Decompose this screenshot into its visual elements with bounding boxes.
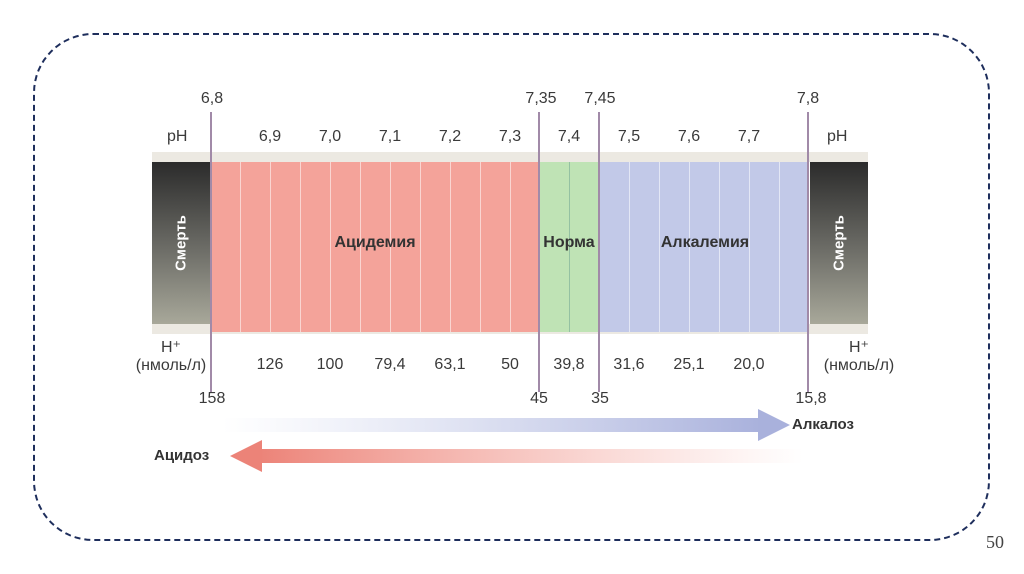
- grid-line: [749, 162, 750, 332]
- acidemia-zone: [211, 162, 539, 332]
- ph-boundary: 7,8: [796, 90, 820, 107]
- band-top-cap: [152, 152, 868, 162]
- grid-line: [719, 162, 720, 332]
- h-tick: 31,6: [613, 356, 645, 373]
- h-boundary: 35: [591, 390, 609, 407]
- alkalosis-label: Алкалоз: [792, 416, 854, 433]
- ph-tick: 7,7: [737, 128, 761, 145]
- grid-line: [390, 162, 391, 332]
- h-tick: 50: [501, 356, 519, 373]
- marker-line-7-45: [598, 112, 600, 392]
- grid-line: [779, 162, 780, 332]
- grid-line: [569, 162, 570, 332]
- death-zone-left: Смерть: [152, 162, 210, 324]
- death-label-left: Смерть: [172, 215, 190, 271]
- h-tick: 100: [316, 356, 344, 373]
- h-tick: 63,1: [434, 356, 466, 373]
- ph-tick: 7,2: [438, 128, 462, 145]
- ph-boundary: 7,45: [584, 90, 616, 107]
- ph-tick: 7,3: [498, 128, 522, 145]
- norm-label: Норма: [543, 234, 595, 251]
- ph-tick: 6,9: [258, 128, 282, 145]
- grid-line: [420, 162, 421, 332]
- h-symbol-left: H⁺: [161, 339, 181, 356]
- slide-frame: [33, 33, 990, 541]
- alkalemia-zone: [599, 162, 808, 332]
- ph-tick: 7,0: [318, 128, 342, 145]
- death-zone-right: Смерть: [810, 162, 868, 324]
- page-number: 50: [986, 532, 1004, 552]
- ph-tick: 7,6: [677, 128, 701, 145]
- h-tick: 126: [256, 356, 284, 373]
- grid-line: [659, 162, 660, 332]
- h-boundary: 45: [530, 390, 548, 407]
- ph-boundary: 7,35: [525, 90, 557, 107]
- h-tick: 39,8: [553, 356, 585, 373]
- grid-line: [510, 162, 511, 332]
- h-boundary: 15,8: [795, 390, 827, 407]
- grid-line: [360, 162, 361, 332]
- h-tick: 20,0: [733, 356, 765, 373]
- grid-line: [270, 162, 271, 332]
- h-axis-label-right: H⁺ (нмоль/л): [819, 337, 899, 375]
- grid-line: [480, 162, 481, 332]
- acidemia-label: Ацидемия: [334, 234, 416, 251]
- h-symbol-right: H⁺: [849, 339, 869, 356]
- ph-axis-label-left: pH: [167, 128, 188, 145]
- marker-line-7-35: [538, 112, 540, 392]
- marker-line-6-8: [210, 112, 212, 392]
- grid-line: [689, 162, 690, 332]
- acidosis-label: Ацидоз: [154, 447, 210, 464]
- h-tick: 25,1: [673, 356, 705, 373]
- grid-line: [330, 162, 331, 332]
- h-axis-label-left: H⁺ (нмоль/л): [131, 337, 211, 375]
- grid-line: [629, 162, 630, 332]
- grid-line: [450, 162, 451, 332]
- h-boundary: 158: [198, 390, 226, 407]
- h-unit-left: (нмоль/л): [135, 357, 207, 374]
- ph-tick: 7,5: [617, 128, 641, 145]
- ph-tick: 7,1: [378, 128, 402, 145]
- ph-tick: 7,4: [557, 128, 581, 145]
- h-unit-right: (нмоль/л): [823, 357, 895, 374]
- ph-axis-label-right: pH: [827, 128, 848, 145]
- grid-line: [240, 162, 241, 332]
- grid-line: [300, 162, 301, 332]
- alkalemia-label: Алкалемия: [660, 234, 750, 251]
- h-tick: 79,4: [374, 356, 406, 373]
- ph-boundary: 6,8: [200, 90, 224, 107]
- death-label-right: Смерть: [830, 215, 848, 271]
- marker-line-7-8: [807, 112, 809, 392]
